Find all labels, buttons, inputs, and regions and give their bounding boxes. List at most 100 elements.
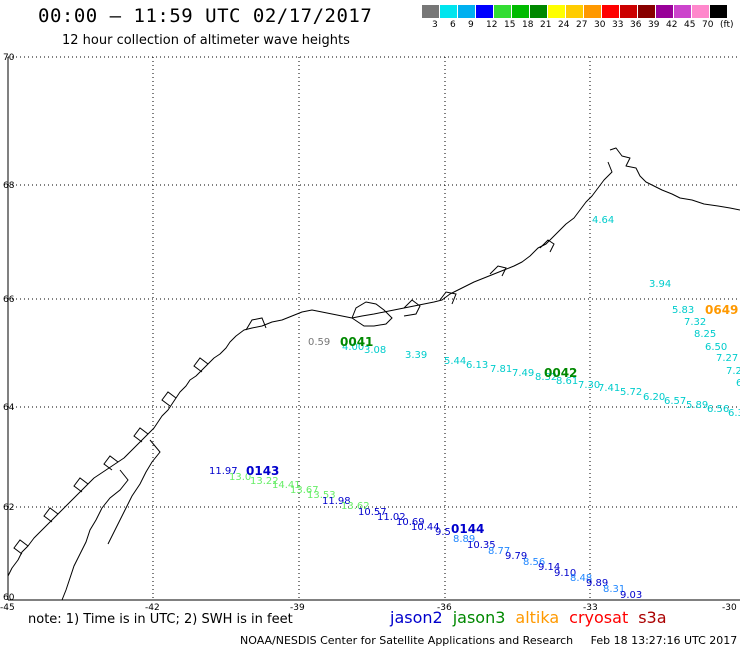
wave-height-value: 13.22 bbox=[250, 476, 279, 487]
colorbar-label: 39 bbox=[648, 20, 660, 30]
wave-height-value: 6.56 bbox=[707, 404, 729, 415]
wave-height-value: 6.50 bbox=[705, 342, 727, 353]
wave-height-value: 11.97 bbox=[209, 466, 238, 477]
colorbar-label: 12 bbox=[486, 20, 498, 30]
page-title: 00:00 – 11:59 UTC 02/17/2017 bbox=[38, 5, 373, 27]
colorbar-swatch bbox=[440, 5, 457, 18]
pass-id-labels: 0041 0042 0143 0144 0649 bbox=[246, 303, 738, 536]
wave-height-value: 3.39 bbox=[405, 350, 427, 361]
longitude-label: -45 bbox=[0, 603, 15, 613]
wave-height-value: 11.02 bbox=[377, 512, 406, 523]
colorbar-swatch bbox=[710, 5, 727, 18]
wave-height-value: 7.32 bbox=[684, 317, 706, 328]
wave-height-value: 8.32 bbox=[535, 372, 557, 383]
satellite-legend-cryosat: cryosat bbox=[569, 608, 629, 627]
wave-height-value: 10.57 bbox=[358, 507, 387, 518]
wave-height-value: 9.03 bbox=[620, 590, 642, 601]
wave-height-value: 5.44 bbox=[444, 356, 466, 367]
colorbar-label: 9 bbox=[468, 20, 474, 30]
wave-height-value: 10.44 bbox=[411, 522, 440, 533]
wave-height-value: 7.41 bbox=[598, 383, 620, 394]
wave-height-value: 7.2 bbox=[726, 366, 740, 377]
latitude-label: 66 bbox=[3, 295, 15, 305]
wave-height-value: 13.53 bbox=[307, 490, 336, 501]
wave-height-value: 9.89 bbox=[586, 578, 608, 589]
wave-height-value: 6.13 bbox=[466, 360, 488, 371]
wave-height-value: 6.3 bbox=[728, 408, 740, 419]
wave-height-value: 9.79 bbox=[505, 551, 527, 562]
colorbar-swatch bbox=[494, 5, 511, 18]
map-gridlines bbox=[8, 56, 740, 600]
wave-height-value: 7.27 bbox=[716, 353, 738, 364]
colorbar-label: 3 bbox=[432, 20, 438, 30]
colorbar-label: 70 bbox=[702, 20, 714, 30]
pass-id-label: 0143 bbox=[246, 464, 279, 478]
wave-height-value: 14.41 bbox=[272, 480, 301, 491]
colorbar-label: 15 bbox=[504, 20, 516, 30]
wave-height-value: 8.89 bbox=[453, 534, 475, 545]
colorbar-label: 45 bbox=[684, 20, 696, 30]
greenland-coastline bbox=[7, 147, 740, 577]
credit-footer: NOAA/NESDIS Center for Satellite Applica… bbox=[240, 634, 737, 647]
wave-height-value: 6.20 bbox=[643, 392, 665, 403]
latitude-label: 60 bbox=[3, 593, 15, 603]
satellite-legend-s3a: s3a bbox=[638, 608, 667, 627]
colorbar-label: 30 bbox=[594, 20, 606, 30]
latitude-label: 68 bbox=[3, 181, 15, 191]
wave-height-values: 4.64 3.94 5.837.328.25 6.507.27 7.26 0.59 4.00… bbox=[209, 215, 740, 601]
longitude-label: -39 bbox=[290, 603, 305, 613]
wave-height-value: 4.00 bbox=[342, 342, 364, 353]
wave-height-value: 8.25 bbox=[694, 329, 716, 340]
page-subtitle: 12 hour collection of altimeter wave hei… bbox=[62, 33, 350, 48]
wave-height-value: 8.31 bbox=[603, 584, 625, 595]
wave-height-value: 8.48 bbox=[570, 573, 592, 584]
credit-text: NOAA/NESDIS Center for Satellite Applica… bbox=[240, 634, 574, 647]
wave-height-value: 5.89 bbox=[686, 400, 708, 411]
colorbar-swatch bbox=[584, 5, 601, 18]
colorbar-swatch bbox=[530, 5, 547, 18]
pass-id-label: 0649 bbox=[705, 303, 738, 317]
colorbar-label: 33 bbox=[612, 20, 624, 30]
latitude-label: 62 bbox=[3, 503, 14, 513]
longitude-label: -30 bbox=[722, 603, 737, 613]
colorbar-label: 18 bbox=[522, 20, 534, 30]
pass-id-label: 0042 bbox=[544, 366, 577, 380]
wave-height-value: 10.35 bbox=[467, 540, 496, 551]
colorbar-swatch bbox=[674, 5, 691, 18]
colorbar-swatch bbox=[656, 5, 673, 18]
longitude-labels: -45 -42 -39 -36 -33 -30 bbox=[0, 603, 737, 613]
wave-height-value: 8.61 bbox=[556, 376, 578, 387]
latitude-label: 70 bbox=[3, 53, 15, 63]
wave-height-value: 7.30 bbox=[578, 380, 600, 391]
colorbar-swatch bbox=[566, 5, 583, 18]
longitude-label: -42 bbox=[145, 603, 160, 613]
colorbar-swatch bbox=[458, 5, 475, 18]
colorbar-swatch bbox=[602, 5, 619, 18]
wave-height-value: 0.59 bbox=[308, 337, 330, 348]
wave-height-value: 9.5 bbox=[435, 527, 451, 538]
wave-height-value: 5.83 bbox=[672, 305, 694, 316]
colorbar-swatch bbox=[638, 5, 655, 18]
wave-height-value: 13.67 bbox=[290, 485, 319, 496]
wave-height-value: 13.62 bbox=[341, 501, 370, 512]
wave-height-value: 8.56 bbox=[523, 557, 545, 568]
wave-height-value: 11.98 bbox=[322, 496, 351, 507]
colorbar-swatch bbox=[476, 5, 493, 18]
wave-height-value: 8.77 bbox=[488, 546, 510, 557]
pass-id-label: 0041 bbox=[340, 335, 373, 349]
colorbar-swatch bbox=[620, 5, 637, 18]
satellite-legend-jason2: jason2 bbox=[390, 608, 443, 627]
wave-height-value: 13.0 bbox=[229, 472, 251, 483]
greenland-fjords bbox=[13, 239, 555, 601]
satellite-legend: jason2 jason3 altika cryosat s3a bbox=[390, 608, 677, 627]
wave-height-value: 7.81 bbox=[490, 364, 512, 375]
colorbar-label: (ft) bbox=[720, 20, 734, 30]
wave-height-value: 6 bbox=[736, 378, 740, 389]
colorbar-swatch bbox=[512, 5, 529, 18]
wave-height-value: 7.49 bbox=[512, 368, 534, 379]
wave-height-value: 6.57 bbox=[664, 396, 686, 407]
wave-height-value: 9.10 bbox=[554, 568, 576, 579]
satellite-legend-altika: altika bbox=[515, 608, 560, 627]
colorbar-label: 42 bbox=[666, 20, 678, 30]
